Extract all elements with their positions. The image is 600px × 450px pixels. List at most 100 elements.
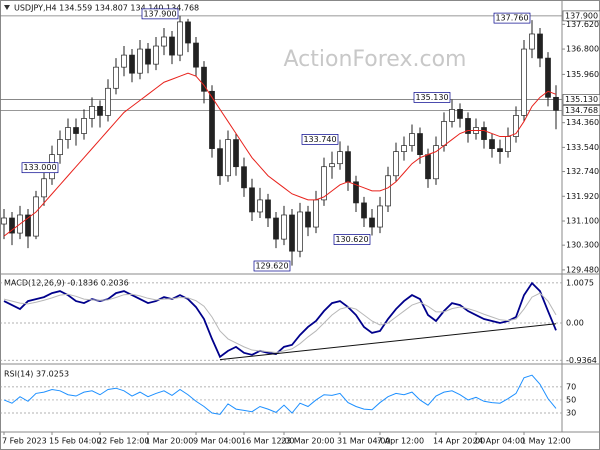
- candle-body: [241, 166, 247, 189]
- x-tick-label: 1 Mar 20:00: [145, 437, 193, 446]
- candle-body: [321, 166, 327, 201]
- candle-body: [369, 217, 375, 228]
- candle-body: [41, 178, 47, 198]
- candle-body: [377, 205, 383, 228]
- candle-body: [401, 145, 407, 152]
- candle-body: [273, 217, 279, 240]
- candle-body: [393, 151, 399, 177]
- candle-body: [529, 33, 535, 50]
- candle-body: [513, 115, 519, 137]
- candle-body: [89, 106, 95, 119]
- candle-body: [545, 57, 551, 98]
- candle-body: [169, 36, 175, 56]
- y-tick-label: 132.740: [566, 167, 599, 176]
- candle-body: [145, 48, 151, 65]
- candle-body: [441, 121, 447, 146]
- candle-body: [257, 199, 263, 213]
- x-tick-label: 9 Mar 04:00: [193, 437, 241, 446]
- x-tick-label: 7 Apr 12:00: [377, 437, 424, 446]
- y-tick-label: 131.920: [566, 192, 599, 201]
- candle-body: [129, 54, 135, 74]
- y-tick-label: 133.540: [566, 143, 599, 152]
- candle-body: [249, 187, 255, 213]
- y-tick-label: 1.0075: [566, 278, 594, 287]
- y-tick-label: -0.9364: [566, 356, 597, 365]
- candle-body: [385, 175, 391, 207]
- level-label: 137.900: [565, 11, 598, 20]
- candle-body: [201, 66, 207, 92]
- x-tick-label: 16 Mar 12:00: [241, 437, 294, 446]
- candle-body: [497, 148, 503, 152]
- candle-body: [553, 96, 559, 111]
- candle-body: [449, 109, 455, 122]
- chart-title: USDJPY,H4 134.559 134.807 134.140 134.76…: [14, 4, 199, 13]
- candle-body: [33, 196, 39, 237]
- y-tick-label: 130.300: [566, 241, 599, 250]
- x-tick-label: 31 Mar 04:00: [337, 437, 390, 446]
- annotation-box: [413, 92, 451, 103]
- candle-body: [105, 87, 111, 116]
- candle-body: [209, 90, 215, 149]
- candle-body: [161, 36, 167, 47]
- candle-body: [417, 133, 423, 155]
- y-tick-label: 50: [566, 395, 576, 404]
- candle-body: [425, 154, 431, 180]
- candle-body: [217, 148, 223, 177]
- y-tick-label: 0.00: [566, 318, 584, 327]
- menu-triangle: [4, 5, 10, 10]
- annotation: 129.620: [255, 262, 288, 271]
- indicator-line: [3, 374, 557, 415]
- moving-average: [3, 72, 557, 237]
- candle-body: [297, 211, 303, 252]
- candle-body: [521, 48, 527, 116]
- candle-body: [337, 151, 343, 165]
- candle-body: [113, 66, 119, 89]
- annotation: 135.130: [415, 93, 448, 102]
- annotation-box: [333, 234, 371, 245]
- candle-body: [57, 139, 63, 155]
- y-tick-label: 134.360: [566, 118, 599, 127]
- candle-body: [457, 109, 463, 119]
- y-tick-label: 70: [566, 382, 576, 391]
- y-tick-label: 135.960: [566, 70, 599, 79]
- candle-body: [153, 45, 159, 65]
- candle-body: [537, 33, 543, 59]
- candle-body: [177, 21, 183, 56]
- candle-body: [97, 106, 103, 116]
- candle-body: [1, 217, 7, 225]
- candle-body: [313, 199, 319, 228]
- annotation: 133.000: [23, 163, 56, 172]
- candle-body: [409, 133, 415, 146]
- x-tick-label: 22 Feb 12:00: [97, 437, 149, 446]
- candle-body: [465, 118, 471, 134]
- annotation: 133.740: [303, 135, 336, 144]
- annotation: 137.760: [495, 14, 528, 23]
- x-tick-label: 14 Apr 20:00: [433, 437, 485, 446]
- level-box: [562, 10, 600, 22]
- annotation-box: [141, 8, 179, 20]
- candle-body: [481, 127, 487, 140]
- y-tick-label: 129.480: [566, 265, 599, 274]
- x-tick-label: 23 Mar 20:00: [281, 437, 334, 446]
- candle-body: [81, 118, 87, 134]
- candle-body: [489, 139, 495, 149]
- x-tick-label: 24 Apr 04:00: [473, 437, 525, 446]
- candle-body: [305, 211, 311, 228]
- macd-title: MACD(12,26,9) -0.1836 0.2036: [4, 279, 129, 288]
- annotation-box: [253, 260, 291, 272]
- candle-body: [121, 54, 127, 68]
- candle-body: [505, 136, 511, 152]
- candle-body: [185, 21, 191, 44]
- watermark: ActionForex.com: [284, 47, 467, 72]
- y-tick-label: 136.800: [566, 45, 599, 54]
- candle-body: [265, 199, 271, 219]
- rsi-title: RSI(14) 37.0253: [4, 370, 69, 379]
- candle-body: [65, 127, 71, 140]
- x-tick-label: 15 Feb 04:00: [49, 437, 101, 446]
- candle-body: [233, 139, 239, 168]
- candle-body: [73, 127, 79, 134]
- candle-body: [345, 151, 351, 183]
- annotation: 137.900: [143, 9, 176, 18]
- y-tick-label: 30: [566, 409, 576, 418]
